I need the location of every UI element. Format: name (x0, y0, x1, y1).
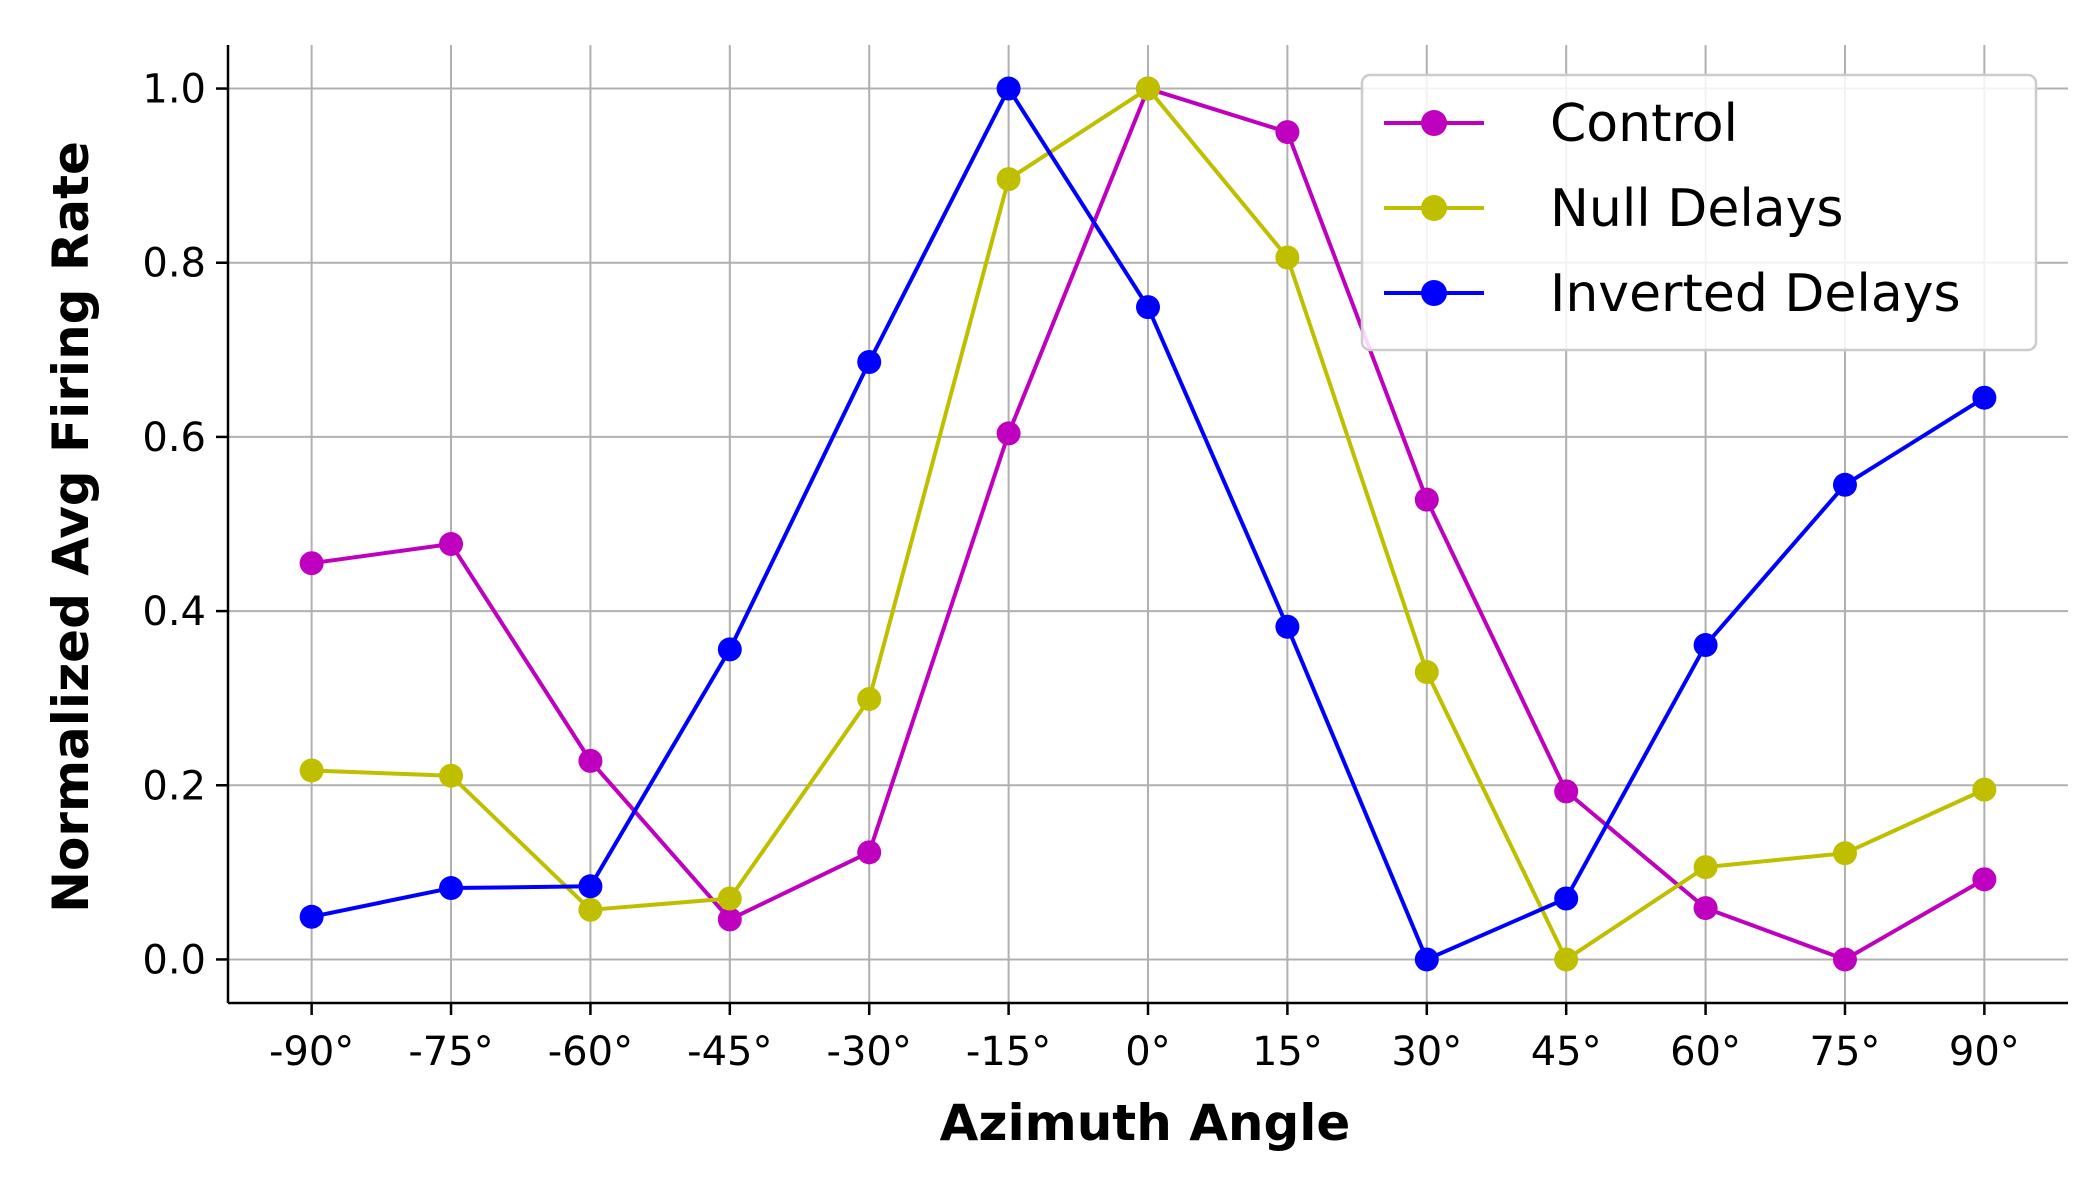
data-point (717, 886, 742, 911)
data-point (1554, 947, 1579, 972)
x-tick-label: 75° (1810, 1029, 1881, 1075)
legend-box (1360, 73, 2038, 352)
legend-swatch-marker (1421, 195, 1447, 221)
data-point (439, 763, 464, 788)
data-point (996, 167, 1021, 192)
x-tick-label: 15° (1252, 1029, 1323, 1075)
legend-item: Inverted Delays (1384, 264, 1961, 324)
data-point (299, 758, 324, 783)
series-layer (299, 76, 1997, 972)
x-tick-label: 0° (1125, 1029, 1170, 1075)
data-point (1136, 295, 1160, 320)
data-point (1414, 660, 1439, 685)
legend-label: Control (1550, 94, 1738, 154)
y-tick-label: 0.6 (142, 415, 206, 461)
y-tick-label: 1.0 (142, 67, 206, 113)
x-tick-label: 45° (1531, 1029, 1602, 1075)
data-point (1832, 841, 1857, 866)
data-point (1554, 886, 1579, 911)
data-point (299, 551, 324, 576)
legend-item: Control (1384, 94, 1738, 154)
x-tick-label: 90° (1949, 1029, 2020, 1075)
data-point (1414, 947, 1439, 972)
data-point (1554, 779, 1579, 804)
x-tick-label: -30° (827, 1029, 912, 1075)
data-point (1275, 614, 1300, 639)
x-tick-label: -15° (966, 1029, 1051, 1075)
legend: Control Null Delays Inverted Delays (1360, 73, 2038, 352)
x-tick-label: -75° (408, 1029, 493, 1075)
data-point (1275, 120, 1300, 145)
legend-item: Null Delays (1384, 179, 1844, 239)
data-point (1693, 855, 1718, 880)
x-tick-label: -90° (269, 1029, 354, 1075)
y-tick-label: 0.2 (142, 763, 206, 809)
data-point (439, 876, 464, 901)
data-point (1414, 487, 1439, 512)
legend-swatch-marker (1421, 280, 1447, 306)
data-point (1972, 777, 1997, 802)
data-point (439, 532, 464, 557)
data-point (1972, 385, 1997, 410)
data-point (1972, 867, 1997, 892)
y-axis-title: Normalized Avg Firing Rate (42, 141, 100, 913)
y-tick-label: 0.4 (142, 589, 206, 635)
legend-swatch-marker (1421, 110, 1447, 136)
data-point (1693, 896, 1718, 921)
x-axis-title: Azimuth Angle (940, 1094, 1351, 1152)
data-point (996, 421, 1021, 446)
y-tick-label: 0.8 (142, 241, 206, 287)
x-tick-label: 60° (1670, 1029, 1741, 1075)
data-point (1693, 633, 1718, 658)
legend-label: Null Delays (1550, 179, 1844, 239)
data-point (578, 748, 603, 773)
data-point (857, 840, 882, 865)
data-point (1136, 76, 1160, 101)
data-point (1832, 472, 1857, 497)
series-inverted-delays (299, 76, 1997, 972)
x-tick-label: -45° (687, 1029, 772, 1075)
data-point (1832, 947, 1857, 972)
data-point (1275, 245, 1300, 270)
tick-labels: -90° -75° -60° -45° -30° -15° 0° 15° 30° 45° 60° 75… (142, 67, 2019, 1075)
y-tick-label: 0.0 (142, 937, 206, 983)
legend-label: Inverted Delays (1550, 264, 1961, 324)
data-point (578, 874, 603, 899)
axes (216, 45, 2068, 1015)
data-point (996, 76, 1021, 101)
data-point (299, 904, 324, 929)
data-point (717, 907, 742, 932)
x-tick-label: 30° (1391, 1029, 1462, 1075)
data-point (857, 687, 882, 712)
series-null-delays (299, 76, 1997, 972)
data-point (578, 897, 603, 922)
x-tick-label: -60° (548, 1029, 633, 1075)
data-point (717, 637, 742, 662)
data-point (857, 350, 882, 375)
